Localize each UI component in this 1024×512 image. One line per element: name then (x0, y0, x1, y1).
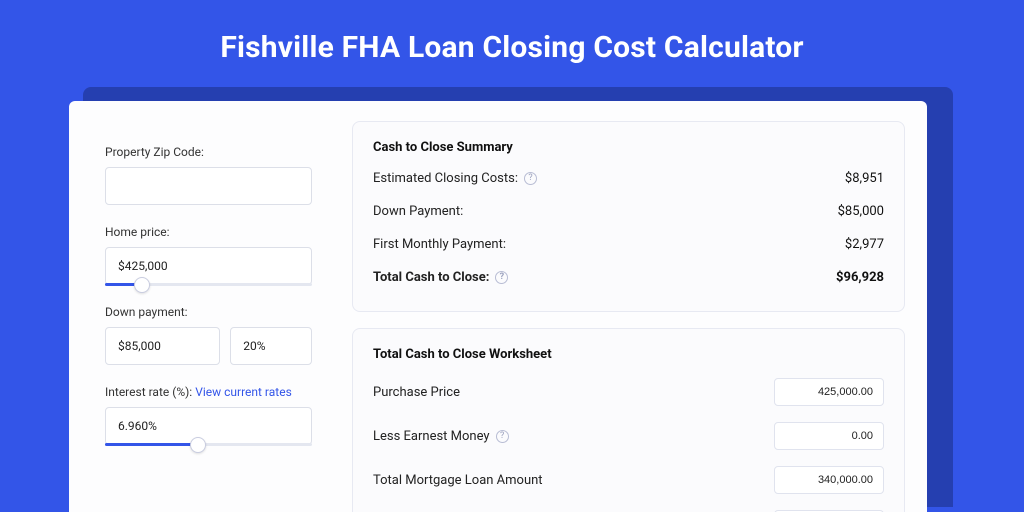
worksheet-row: Purchase Price (373, 378, 884, 406)
summary-row: First Monthly Payment: $2,977 (373, 237, 884, 252)
interest-rate-label: Interest rate (%): View current rates (105, 385, 312, 399)
help-icon[interactable]: ? (495, 271, 508, 284)
summary-card: Cash to Close Summary Estimated Closing … (352, 121, 905, 312)
view-rates-link[interactable]: View current rates (195, 385, 292, 399)
summary-row-label: Estimated Closing Costs: (373, 171, 518, 186)
home-price-label: Home price: (105, 225, 312, 239)
summary-title: Cash to Close Summary (373, 140, 884, 155)
worksheet-row-input[interactable] (774, 422, 884, 450)
worksheet-row-label: Less Earnest Money (373, 429, 490, 444)
slider-thumb[interactable] (190, 437, 206, 453)
summary-row-label: Down Payment: (373, 204, 463, 219)
summary-row: Estimated Closing Costs: ? $8,951 (373, 171, 884, 186)
zip-field: Property Zip Code: (105, 145, 312, 205)
interest-label-text: Interest rate (%): (105, 385, 195, 399)
down-payment-value[interactable]: $85,000 (105, 327, 220, 365)
worksheet-row: Total Mortgage Loan Amount (373, 466, 884, 494)
worksheet-row-input[interactable] (774, 378, 884, 406)
slider-fill (105, 443, 198, 446)
interest-rate-field: Interest rate (%): View current rates 6.… (105, 385, 312, 445)
down-payment-percent[interactable]: 20% (230, 327, 312, 365)
interest-rate-value[interactable]: 6.960% (105, 407, 312, 445)
summary-row-value: $2,977 (845, 237, 884, 252)
summary-total-value: $96,928 (836, 270, 884, 285)
summary-row-label: First Monthly Payment: (373, 237, 506, 252)
zip-input[interactable] (105, 167, 312, 205)
zip-label: Property Zip Code: (105, 145, 312, 159)
summary-row-value: $8,951 (845, 171, 884, 186)
summary-total-label: Total Cash to Close: (373, 270, 489, 285)
worksheet-title: Total Cash to Close Worksheet (373, 347, 884, 362)
home-price-slider[interactable]: $425,000 (105, 247, 312, 285)
home-price-field: Home price: $425,000 (105, 225, 312, 285)
calculator-panel: Property Zip Code: Home price: $425,000 … (69, 101, 927, 512)
summary-row: Down Payment: $85,000 (373, 204, 884, 219)
worksheet-card: Total Cash to Close Worksheet Purchase P… (352, 328, 905, 512)
results-column: Cash to Close Summary Estimated Closing … (334, 101, 927, 512)
interest-rate-slider[interactable]: 6.960% (105, 407, 312, 445)
down-payment-label: Down payment: (105, 305, 312, 319)
summary-row-value: $85,000 (838, 204, 884, 219)
help-icon[interactable]: ? (496, 430, 509, 443)
worksheet-row-input[interactable] (774, 466, 884, 494)
slider-thumb[interactable] (134, 277, 150, 293)
page-title: Fishville FHA Loan Closing Cost Calculat… (0, 0, 1024, 87)
help-icon[interactable]: ? (524, 172, 537, 185)
worksheet-row: Less Earnest Money ? (373, 422, 884, 450)
inputs-column: Property Zip Code: Home price: $425,000 … (69, 101, 334, 512)
down-payment-field: Down payment: $85,000 20% (105, 305, 312, 365)
worksheet-row-label: Purchase Price (373, 385, 460, 400)
worksheet-row-label: Total Mortgage Loan Amount (373, 473, 543, 488)
panel-drop-shadow: Property Zip Code: Home price: $425,000 … (83, 87, 953, 507)
summary-total-row: Total Cash to Close: ? $96,928 (373, 270, 884, 285)
